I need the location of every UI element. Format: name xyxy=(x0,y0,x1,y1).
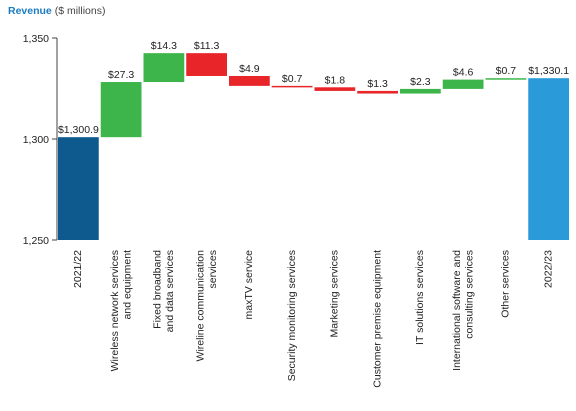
x-tick-label: 2022/23 xyxy=(542,250,554,288)
value-label: $27.3 xyxy=(108,69,134,81)
bar xyxy=(400,88,441,94)
bar xyxy=(100,82,142,138)
value-label: $2.3 xyxy=(410,76,431,88)
bar xyxy=(271,85,313,88)
value-label: $1.3 xyxy=(367,78,388,90)
x-tick-label: IT solutions services xyxy=(414,250,426,345)
x-tick-label: Marketing services xyxy=(329,250,341,338)
value-label: $14.3 xyxy=(151,40,177,52)
x-tick-label: Other services xyxy=(500,250,512,318)
value-label: $0.7 xyxy=(282,73,303,85)
value-label: $4.6 xyxy=(453,67,474,79)
x-tick-label: Wireless network servicesand equipment xyxy=(109,250,134,371)
value-label: $11.3 xyxy=(194,40,220,52)
bar xyxy=(314,87,356,91)
subtitle: ($ millions) xyxy=(55,5,106,17)
chart-title: Revenue ($ millions) xyxy=(8,5,105,17)
bar xyxy=(485,78,527,80)
value-label: $1,300.9 xyxy=(58,124,99,136)
value-label: $0.7 xyxy=(496,65,517,77)
bar xyxy=(357,90,398,94)
value-label: $4.9 xyxy=(239,63,260,75)
x-tick-label: Wireline communicationservices xyxy=(194,250,219,362)
y-tick-label: 1,250 xyxy=(23,235,49,247)
x-tick-label: Fixed broadbandand data services xyxy=(151,250,176,332)
value-label: $1,330.1 xyxy=(528,65,569,77)
bar xyxy=(229,75,270,86)
title: Revenue xyxy=(8,5,52,17)
x-tick-label: International software andconsulting ser… xyxy=(451,250,476,371)
bar xyxy=(186,53,227,76)
x-tick-label: 2021/22 xyxy=(72,250,84,288)
value-label: $1.8 xyxy=(325,74,346,86)
bar xyxy=(58,137,99,240)
bar xyxy=(442,79,484,89)
x-tick-label: Customer premise equipment xyxy=(371,250,383,388)
x-tick-label: Security monitoring services xyxy=(286,250,298,381)
y-tick-label: 1,300 xyxy=(23,134,49,146)
bar xyxy=(143,53,185,83)
y-tick-label: 1,350 xyxy=(23,33,49,45)
bar xyxy=(528,78,569,240)
x-tick-label: maxTV service xyxy=(243,250,255,320)
